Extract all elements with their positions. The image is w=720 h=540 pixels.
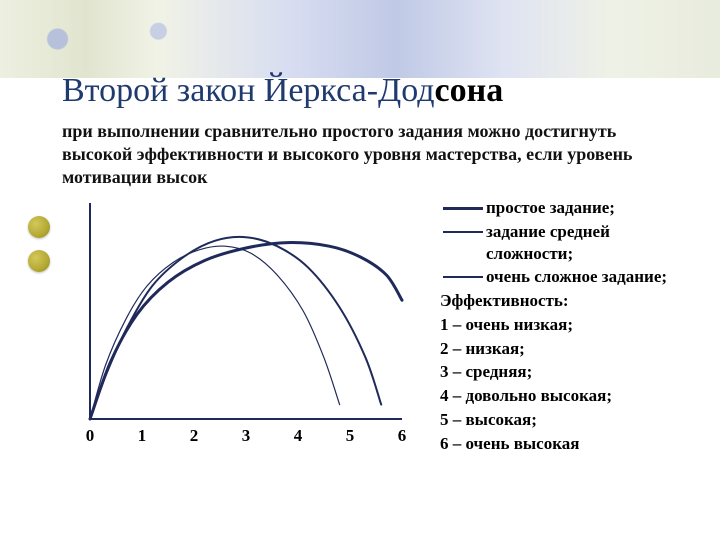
title-main: Второй закон Йеркса-Дод: [62, 72, 435, 109]
title-accent: сона: [435, 72, 504, 109]
curve-simple: [90, 243, 402, 419]
slide-title: Второй закон Йеркса-Додсона: [62, 72, 690, 110]
x-tick-label: 2: [190, 426, 199, 445]
legend-swatch: [440, 221, 486, 233]
chart-container: 0 1 2 3 4 5 6: [62, 195, 422, 455]
slide-subtitle: при выполнении сравнительно простого зад…: [62, 120, 662, 189]
x-tick-label: 4: [294, 426, 303, 445]
content-row: 0 1 2 3 4 5 6 простое задание;задание средней …: [62, 195, 690, 455]
legend-and-scale: простое задание;задание средней сложност…: [440, 195, 690, 454]
scale-list: 1 – очень низкая;2 – низкая;3 – средняя;…: [440, 314, 690, 455]
x-tick-label: 1: [138, 426, 147, 445]
slide-body: Второй закон Йеркса-Додсона при выполнен…: [0, 0, 720, 540]
x-tick-label: 0: [86, 426, 95, 445]
legend-list: простое задание;задание средней сложност…: [440, 197, 690, 288]
scale-item-2: 2 – низкая;: [440, 338, 690, 360]
legend-item-simple: простое задание;: [440, 197, 690, 219]
x-tick-label: 6: [398, 426, 407, 445]
decor-bullet: [28, 216, 50, 238]
scale-item-3: 3 – средняя;: [440, 361, 690, 383]
x-tick-label: 3: [242, 426, 251, 445]
scale-item-5: 5 – высокая;: [440, 409, 690, 431]
x-tick-label: 5: [346, 426, 355, 445]
scale-heading: Эффективность:: [440, 290, 690, 312]
curve-hard: [90, 246, 340, 419]
legend-label: задание средней сложности;: [486, 221, 690, 265]
legend-label: очень сложное задание;: [486, 266, 690, 288]
decor-bullet: [28, 250, 50, 272]
yerkes-dodson-chart: 0 1 2 3 4 5 6: [62, 195, 422, 455]
legend-label: простое задание;: [486, 197, 690, 219]
scale-item-1: 1 – очень низкая;: [440, 314, 690, 336]
legend-item-hard: очень сложное задание;: [440, 266, 690, 288]
scale-item-6: 6 – очень высокая: [440, 433, 690, 455]
scale-item-4: 4 – довольно высокая;: [440, 385, 690, 407]
legend-item-medium: задание средней сложности;: [440, 221, 690, 265]
legend-swatch: [440, 266, 486, 277]
curve-medium: [90, 237, 381, 419]
legend-swatch: [440, 197, 486, 210]
